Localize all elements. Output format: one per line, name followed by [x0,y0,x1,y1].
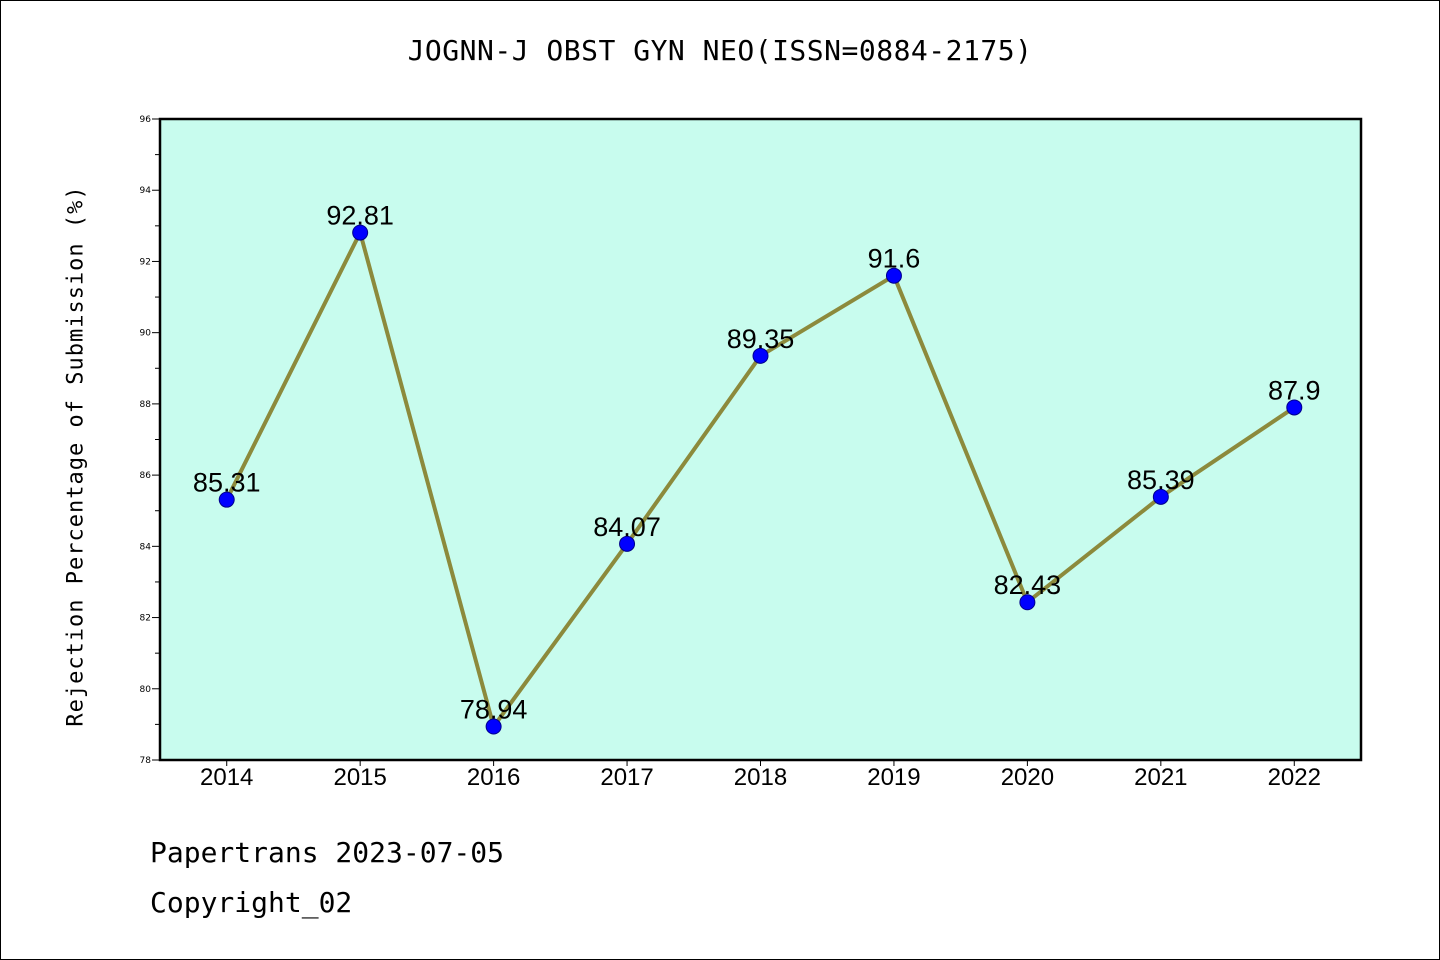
x-tick-label: 2022 [1268,764,1321,791]
x-tick-label: 2018 [734,764,787,791]
x-tick-label: 2016 [467,764,520,791]
plot-border [158,117,1363,762]
data-point [885,267,902,284]
y-tick-label: 82 [140,614,151,624]
data-label: 82.43 [994,570,1062,600]
data-label: 85.39 [1127,465,1195,495]
y-tick-label: 78 [140,756,152,766]
x-tick-label: 2019 [867,764,920,791]
data-label: 92.81 [326,201,394,231]
data-label: 87.9 [1268,375,1321,405]
data-point [218,491,235,508]
x-tick-label: 2015 [333,764,386,791]
data-point [352,224,369,241]
data-label: 91.6 [868,244,921,274]
y-tick-label: 96 [140,115,152,125]
data-label: 78.94 [460,695,528,725]
y-tick-label: 90 [140,329,152,339]
data-label: 84.07 [593,512,661,542]
data-point [1286,399,1303,416]
y-tick-label: 92 [140,257,151,267]
y-tick-label: 88 [140,400,152,410]
data-label: 89.35 [727,324,795,354]
footer-date: Papertrans 2023-07-05 [150,836,505,869]
y-tick-label: 94 [140,186,152,196]
y-tick-label: 80 [140,685,152,695]
x-tick-label: 2014 [200,764,253,791]
x-tick-label: 2017 [600,764,653,791]
y-tick-label: 86 [140,471,152,481]
data-point [1019,594,1036,611]
x-tick-label: 2020 [1001,764,1054,791]
data-point [1152,488,1169,505]
chart-title: JOGNN-J OBST GYN NEO(ISSN=0884-2175) [407,34,1033,67]
y-tick-label: 84 [140,542,152,552]
x-tick-label: 2021 [1134,764,1187,791]
data-label: 85.31 [193,468,261,498]
data-point [619,535,636,552]
footer-copyright: Copyright_02 [150,886,353,919]
data-point [485,718,502,735]
data-point [752,347,769,364]
